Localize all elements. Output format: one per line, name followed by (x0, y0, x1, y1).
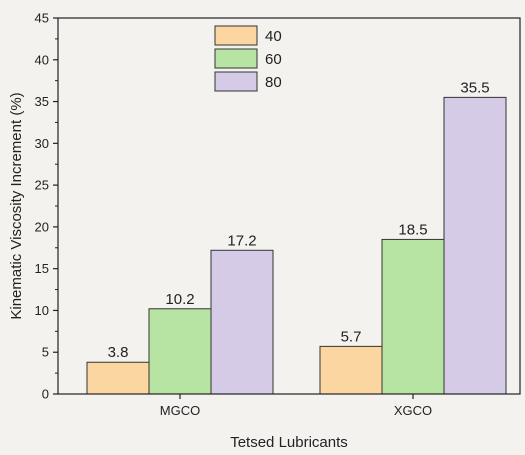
legend-swatch-60 (214, 48, 258, 69)
y-tick-label: 20 (35, 219, 49, 234)
y-tick-label: 0 (42, 387, 49, 402)
x-axis-title: Tetsed Lubricants (230, 434, 348, 451)
bars-group (86, 96, 507, 395)
y-axis-title: Kinematic Viscosity Increment (%) (8, 92, 25, 319)
y-tick-label: 15 (35, 261, 49, 276)
x-axis: MGCO XGCO (160, 394, 432, 418)
data-label: 3.8 (108, 344, 129, 361)
y-tick-label: 25 (35, 178, 49, 193)
y-tick-label: 40 (35, 52, 49, 67)
bar-mgco-80 (210, 249, 274, 395)
y-tick-label: 5 (42, 345, 49, 360)
x-tick-label: MGCO (160, 403, 200, 418)
plot-frame (57, 17, 521, 395)
data-labels-group: 3.8 10.2 17.2 5.7 18.5 35.5 (108, 79, 490, 361)
data-label: 18.5 (398, 221, 427, 238)
data-label: 10.2 (165, 291, 194, 308)
legend-swatch-40 (214, 25, 258, 46)
y-tick-label: 45 (35, 11, 49, 26)
data-label: 35.5 (460, 79, 489, 96)
y-tick-label: 35 (35, 94, 49, 109)
y-tick-label: 10 (35, 303, 49, 318)
bar-mgco-40 (86, 361, 150, 395)
legend-label-60: 60 (265, 51, 282, 68)
bar-xgco-60 (381, 238, 445, 395)
y-axis: 0 5 10 15 20 25 30 35 40 45 (35, 11, 58, 402)
data-label: 17.2 (227, 232, 256, 249)
bar-xgco-80 (443, 96, 507, 395)
legend-label-80: 80 (265, 74, 282, 91)
bar-mgco-60 (148, 308, 212, 395)
legend-label-40: 40 (265, 28, 282, 45)
data-label: 5.7 (341, 328, 362, 345)
legend: 40 60 80 (214, 25, 282, 92)
y-tick-label: 30 (35, 136, 49, 151)
bar-xgco-40 (319, 345, 383, 395)
legend-swatch-80 (214, 71, 258, 92)
x-tick-label: XGCO (394, 403, 432, 418)
